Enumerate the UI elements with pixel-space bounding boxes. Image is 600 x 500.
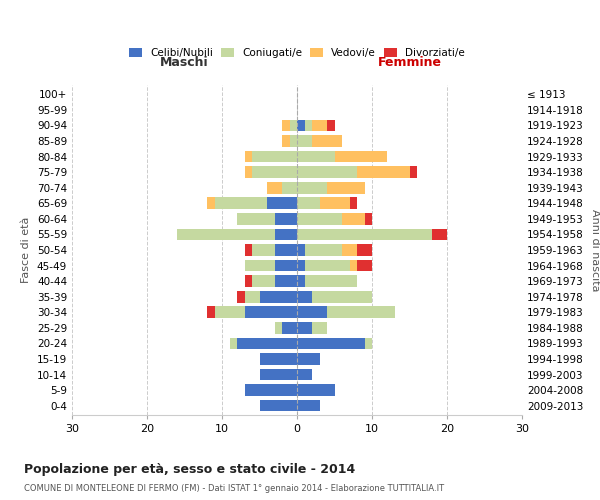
Bar — [245, 384, 297, 396]
Bar — [237, 291, 245, 302]
Bar — [297, 368, 312, 380]
Bar — [327, 306, 395, 318]
Bar — [252, 166, 297, 178]
Bar — [245, 151, 252, 162]
Bar — [297, 166, 357, 178]
Bar — [260, 400, 297, 411]
Bar — [342, 244, 357, 256]
Bar — [207, 198, 215, 209]
Bar — [260, 353, 297, 365]
Bar — [229, 338, 237, 349]
Bar — [260, 368, 297, 380]
Bar — [327, 120, 335, 132]
Bar — [305, 260, 349, 272]
Bar — [305, 244, 342, 256]
Bar — [275, 322, 282, 334]
Bar — [282, 182, 297, 194]
Bar — [252, 276, 275, 287]
Bar — [275, 276, 297, 287]
Bar — [297, 322, 312, 334]
Text: Popolazione per età, sesso e stato civile - 2014: Popolazione per età, sesso e stato civil… — [24, 462, 355, 475]
Bar — [297, 151, 335, 162]
Bar — [252, 151, 297, 162]
Bar — [282, 322, 297, 334]
Bar — [297, 244, 305, 256]
Bar — [342, 213, 365, 224]
Bar — [297, 213, 342, 224]
Bar — [252, 244, 275, 256]
Bar — [349, 260, 357, 272]
Bar — [357, 260, 372, 272]
Bar — [312, 322, 327, 334]
Bar — [297, 276, 305, 287]
Bar — [245, 166, 252, 178]
Bar — [207, 306, 215, 318]
Bar — [275, 213, 297, 224]
Bar — [275, 244, 297, 256]
Bar — [267, 198, 297, 209]
Text: Maschi: Maschi — [160, 56, 209, 70]
Text: COMUNE DI MONTELEONE DI FERMO (FM) - Dati ISTAT 1° gennaio 2014 - Elaborazione T: COMUNE DI MONTELEONE DI FERMO (FM) - Dat… — [24, 484, 444, 493]
Bar — [365, 213, 372, 224]
Bar — [282, 135, 290, 147]
Bar — [297, 182, 327, 194]
Bar — [297, 120, 305, 132]
Bar — [282, 120, 290, 132]
Y-axis label: Fasce di età: Fasce di età — [22, 217, 31, 283]
Bar — [305, 120, 312, 132]
Bar — [245, 260, 275, 272]
Bar — [365, 338, 372, 349]
Bar — [327, 182, 365, 194]
Legend: Celibi/Nubili, Coniugati/e, Vedovi/e, Divorziati/e: Celibi/Nubili, Coniugati/e, Vedovi/e, Di… — [125, 44, 469, 62]
Bar — [297, 228, 432, 240]
Bar — [297, 198, 320, 209]
Bar — [297, 306, 327, 318]
Text: Femmine: Femmine — [377, 56, 442, 70]
Bar — [237, 213, 275, 224]
Bar — [290, 135, 297, 147]
Bar — [245, 306, 297, 318]
Bar — [312, 291, 372, 302]
Bar — [297, 135, 312, 147]
Bar — [349, 198, 357, 209]
Bar — [297, 338, 365, 349]
Bar — [237, 338, 297, 349]
Bar — [297, 384, 335, 396]
Bar — [297, 260, 305, 272]
Bar — [409, 166, 417, 178]
Bar — [245, 291, 260, 302]
Bar — [290, 120, 297, 132]
Bar — [335, 151, 387, 162]
Bar — [320, 198, 349, 209]
Bar — [305, 276, 357, 287]
Bar — [357, 244, 372, 256]
Bar — [297, 291, 312, 302]
Bar — [275, 260, 297, 272]
Bar — [245, 276, 252, 287]
Bar — [215, 198, 267, 209]
Bar — [260, 291, 297, 302]
Bar — [297, 353, 320, 365]
Bar — [215, 306, 245, 318]
Bar — [432, 228, 447, 240]
Bar — [357, 166, 409, 178]
Bar — [312, 120, 327, 132]
Bar — [245, 244, 252, 256]
Bar — [267, 182, 282, 194]
Bar — [312, 135, 342, 147]
Bar — [177, 228, 275, 240]
Bar — [297, 400, 320, 411]
Y-axis label: Anni di nascita: Anni di nascita — [590, 209, 600, 291]
Bar — [275, 228, 297, 240]
